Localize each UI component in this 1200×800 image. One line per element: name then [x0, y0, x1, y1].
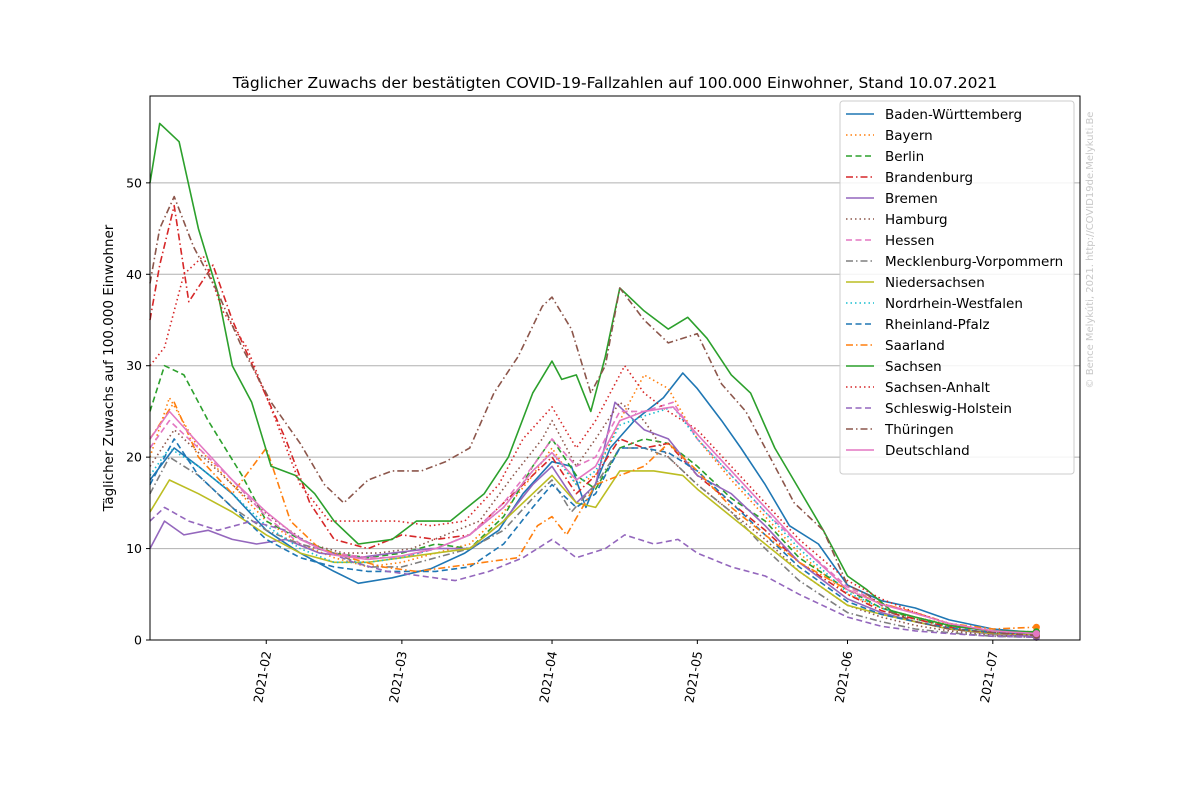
x-tick-label: 2021-05: [681, 650, 705, 704]
x-tick-label: 2021-02: [250, 650, 274, 704]
x-tick-label: 2021-03: [386, 650, 410, 704]
series-line-bremen: [149, 401, 1037, 638]
watermark: © Bence Melykúti, 2021. http://COVID19de…: [1084, 112, 1096, 389]
x-tick-label: 2021-04: [536, 650, 560, 704]
legend-label: Bayern: [885, 128, 933, 144]
series-line-nordrhein-westfalen: [149, 406, 1037, 635]
y-tick-label: 40: [126, 267, 142, 282]
x-tick-label: 2021-06: [832, 650, 856, 704]
series-line-mecklenburg-vorpommern: [149, 447, 1037, 639]
legend-label: Berlin: [885, 149, 924, 165]
legend-label: Hamburg: [885, 212, 948, 228]
series-line-sachsen-anhalt: [149, 255, 1037, 637]
legend-box: [839, 100, 1075, 475]
x-tick-label: 2021-07: [977, 650, 1001, 704]
plot-frame: [149, 95, 1081, 641]
legend-label: Mecklenburg-Vorpommern: [885, 254, 1063, 270]
series-endpoint: [1032, 630, 1040, 638]
legend: Baden-Württemberg Bayern Berlin Brandenburg…: [839, 100, 1075, 475]
legend-label: Saarland: [885, 338, 945, 354]
legend-label: Baden-Württemberg: [885, 107, 1022, 123]
y-axis-label: Täglicher Zuwachs auf 100.000 Einwohner: [101, 224, 117, 512]
series-line-niedersachsen: [149, 470, 1037, 636]
chart-title: Täglicher Zuwachs der bestätigten COVID-…: [232, 74, 997, 92]
legend-label: Sachsen: [885, 359, 942, 375]
legend-label: Rheinland-Pfalz: [885, 317, 990, 333]
series-line-bayern: [149, 374, 1037, 633]
series-line-deutschland: [149, 406, 1037, 635]
legend-label: Deutschland: [885, 443, 970, 459]
y-tick-label: 50: [126, 175, 142, 190]
legend-label: Nordrhein-Westfalen: [885, 296, 1023, 312]
y-tick-label: 10: [126, 541, 142, 556]
legend-label: Bremen: [885, 191, 938, 207]
y-tick-label: 20: [126, 450, 142, 465]
series-line-baden-württemberg: [149, 372, 1037, 634]
y-tick-label: 30: [126, 358, 142, 373]
series-line-hessen: [149, 401, 1037, 636]
series-line-rheinland-pfalz: [149, 438, 1037, 635]
y-tick-label: 0: [134, 633, 142, 648]
legend-label: Thüringen: [884, 422, 954, 438]
legend-label: Sachsen-Anhalt: [885, 380, 990, 396]
series-lines: [149, 122, 1040, 641]
series-line-sachsen: [149, 122, 1037, 633]
series-line-schleswig-holstein: [149, 506, 1037, 639]
legend-label: Brandenburg: [885, 170, 973, 186]
legend-label: Schleswig-Holstein: [885, 401, 1012, 417]
series-line-brandenburg: [149, 204, 1037, 638]
legend-label: Hessen: [885, 233, 934, 249]
legend-label: Niedersachsen: [885, 275, 985, 291]
